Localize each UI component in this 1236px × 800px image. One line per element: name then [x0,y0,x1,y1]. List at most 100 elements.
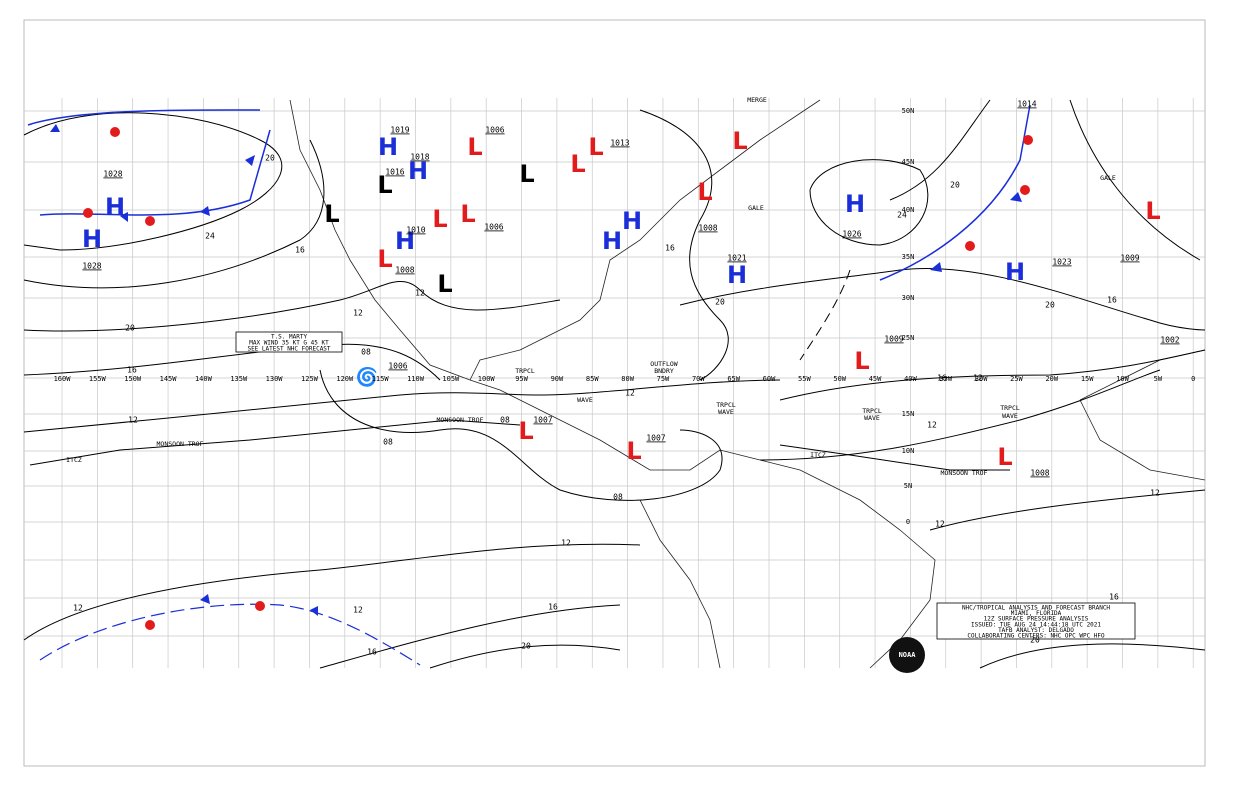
info-text: 12Z SURFACE PRESSURE ANALYSIS [984,616,1089,623]
longitude-label: 105W [442,375,460,383]
pressure-center: H [105,193,125,221]
isobar-label: 12 [927,421,937,430]
pressure-center: H [602,227,622,255]
info-box [889,602,1136,673]
latitude-label: 0 [906,518,910,526]
logo [889,637,925,673]
pressure-center: H [1005,258,1025,286]
longitude-label: 35W [939,375,952,383]
longitude-label: 30W [975,375,988,383]
longitude-label: 155W [89,375,107,383]
pressure-center: L [460,200,475,228]
feature-label: ITCZ [810,451,826,459]
longitude-label: 65W [727,375,740,383]
longitude-label: 140W [195,375,213,383]
isobar-label: 08 [613,493,623,502]
isobar-label: 08 [383,438,393,447]
pressure-value: 1006 [485,126,504,135]
feature-label: TRPCL [716,401,736,409]
pressure-center: L [854,347,869,375]
pressure-center: H [727,261,747,289]
longitude-label: 125W [301,375,319,383]
pressure-center: L [437,270,452,298]
pressure-center: H [408,157,428,185]
pressure-value: 1023 [1052,258,1071,267]
longitude-label: 160W [54,375,72,383]
feature-label: MERGE [747,96,767,104]
longitude-label: 130W [266,375,284,383]
isobar-label: 16 [665,244,675,253]
pressure-center: L [518,417,533,445]
latitude-label: 25N [902,334,915,342]
pressure-center: L [626,437,641,465]
pressure-value: 1018 [410,153,429,162]
pressure-center: L [588,133,603,161]
pressure-center: L [324,200,339,228]
isobar-label: 12 [353,309,363,318]
longitude-label: 150W [124,375,142,383]
pressure-value: 1019 [390,126,409,135]
longitude-label: 45W [869,375,882,383]
isobar-label: 20 [265,154,275,163]
isobar-label: 20 [1045,301,1055,310]
longitude-label: 50W [833,375,846,383]
pressure-value: 1014 [1017,100,1036,109]
frame [23,19,1206,767]
coast [469,99,821,381]
pressure-value: 1010 [406,226,425,235]
feature-label: WAVE [718,408,734,416]
feature-label: WAVE [864,414,880,422]
feature-label: TRPCL [1000,404,1020,412]
pressure-value: 1026 [842,230,861,239]
longitude-label: 5W [1154,375,1163,383]
logo-text: NOAA [899,651,917,659]
feature-label: WAVE [1002,412,1018,420]
isobar-label: 12 [73,604,83,613]
coastlines [289,99,1206,669]
longitude-label: 75W [657,375,670,383]
longitude-label: 60W [763,375,776,383]
pressure-value: 1009 [1120,254,1139,263]
isobar-label: 20 [715,298,725,307]
isobar-label: 12 [561,539,571,548]
storm-text: MAX WIND 35 KT G 45 KT [249,340,329,347]
pressure-value: 1016 [385,168,404,177]
feature-label: OUTFLOW [650,360,677,368]
pressure-center: L [377,171,392,199]
isobar-label: 12 [128,416,138,425]
longitude-label: 145W [160,375,178,383]
pressure-value: 1021 [727,254,746,263]
pressure-center: L [519,160,534,188]
pressure-center: H [622,207,642,235]
isobar-label: 16 [1109,593,1119,602]
longitude-label: 25W [1010,375,1023,383]
pressure-center: L [432,205,447,233]
pressure-value: 1008 [1030,469,1049,478]
longitude-label: 135W [230,375,248,383]
longitude-label: 95W [515,375,528,383]
feature-label: GALE [1100,174,1116,182]
latitude-label: 50N [902,107,915,115]
longitude-label: 70W [692,375,705,383]
pressure-center: L [697,178,712,206]
feature-label: TRPCL [862,407,882,415]
feature-label: BNDRY [654,367,674,375]
info-text: ISSUED: TUE AUG 24 14:44:18 UTC 2021 [971,621,1101,628]
feature-label: TRPCL [515,367,535,375]
latitude-label: 35N [902,253,915,261]
storm-symbol: 🌀 [356,366,378,388]
isobar-label: 16 [937,374,947,383]
longitude-label: 100W [478,375,496,383]
pressure-value: 1028 [103,170,122,179]
longitude-label: 110W [407,375,425,383]
latitude-label: 30N [902,294,915,302]
fronts [27,104,1033,666]
latitude-label: 45N [902,158,915,166]
pressure-value: 1006 [388,362,407,371]
info-text: MIAMI, FLORIDA [1011,610,1062,617]
latitude-label: 5N [904,482,912,490]
isobar-label: 20 [950,181,960,190]
pressure-center: H [395,227,415,255]
latitude-label: 15N [902,410,915,418]
